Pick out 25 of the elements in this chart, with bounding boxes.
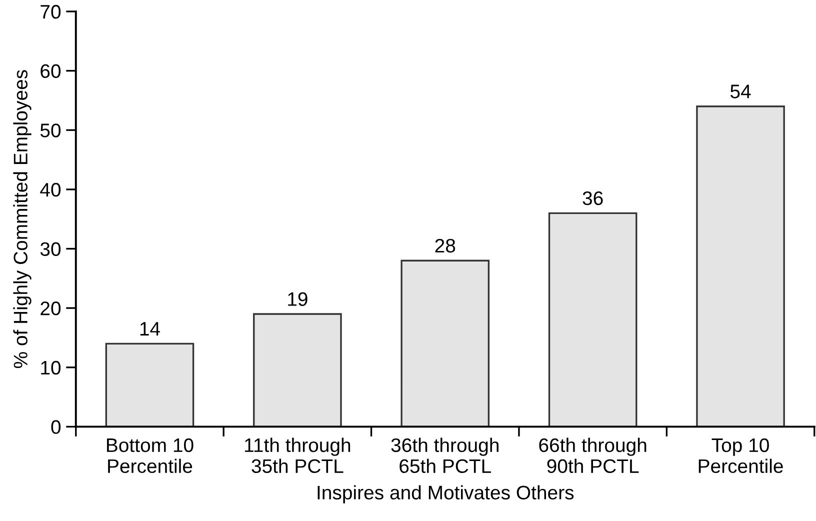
y-tick-label: 50	[40, 124, 61, 138]
y-tick-label: 0	[51, 420, 61, 434]
data-label: 54	[730, 84, 751, 98]
x-tick-label: 11th through 35th PCTL	[245, 438, 350, 474]
data-label: 28	[435, 238, 456, 253]
bar	[400, 260, 490, 427]
y-tick-label: 70	[40, 4, 61, 19]
bar	[105, 342, 194, 427]
bar	[548, 212, 638, 427]
data-label: 19	[288, 292, 308, 306]
y-tick-label: 10	[41, 360, 61, 375]
bar	[696, 106, 785, 427]
y-tick-label: 30	[40, 242, 61, 256]
y-tick-label: 60	[40, 64, 61, 78]
x-tick-label: Top 10 Percentile	[698, 438, 783, 474]
y-axis-title: % of Highly Committed Employees	[13, 70, 32, 368]
y-tick-label: 20	[40, 302, 61, 316]
x-tick-label: Bottom 10 Percentile	[107, 438, 194, 474]
data-label: 36	[582, 191, 603, 206]
x-tick-label: 36th through 65th PCTL	[391, 438, 498, 474]
x-tick-label: 66th through 90th PCTL	[539, 438, 646, 474]
x-axis-title: Inspires and Motivates Others	[318, 485, 574, 504]
bar	[253, 313, 342, 427]
data-label: 14	[140, 322, 160, 336]
y-tick-label: 40	[40, 182, 61, 197]
